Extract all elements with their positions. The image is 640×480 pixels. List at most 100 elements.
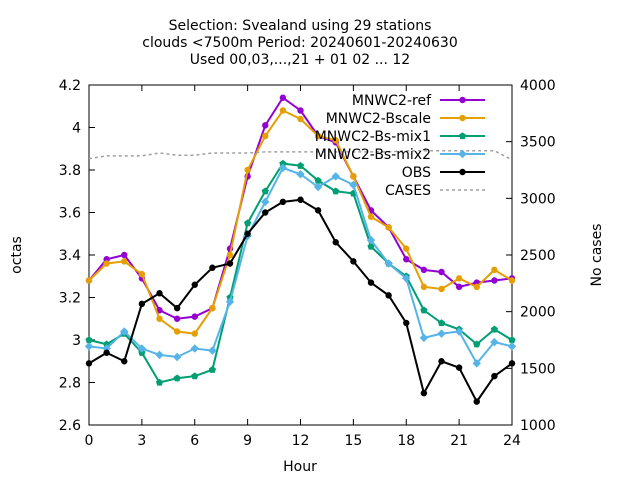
x-tick-label: 15	[344, 433, 362, 449]
data-point	[262, 132, 269, 140]
data-point	[226, 251, 234, 259]
data-point	[490, 337, 499, 347]
data-point	[454, 327, 464, 336]
data-point	[472, 359, 481, 368]
legend-label: MNWC2-ref	[352, 93, 432, 109]
legend-label: MNWC2-Bs-mix2	[315, 147, 431, 163]
data-point	[85, 336, 93, 344]
data-point	[297, 115, 304, 123]
data-point	[208, 365, 216, 373]
series-mnwc2-bs-mix2	[84, 163, 517, 368]
data-point	[138, 270, 146, 278]
data-point	[155, 378, 164, 386]
data-point	[121, 251, 128, 259]
y-tick-label: 3.2	[59, 291, 81, 307]
data-point	[103, 260, 110, 267]
x-tick-label: 3	[137, 433, 146, 449]
data-point	[473, 340, 481, 348]
data-point	[455, 283, 463, 291]
x-tick-label: 21	[450, 433, 468, 449]
y2-tick-label: 1500	[520, 361, 556, 377]
data-point	[244, 219, 252, 227]
data-point	[350, 173, 357, 180]
data-point	[262, 122, 269, 129]
data-point	[420, 389, 428, 397]
data-point	[191, 281, 198, 288]
data-point	[508, 277, 516, 284]
x-tick-label: 0	[85, 433, 94, 449]
x-axis-label: Hour	[283, 459, 317, 475]
data-point	[173, 315, 181, 322]
data-point	[385, 224, 392, 231]
data-point	[349, 180, 358, 190]
data-point	[403, 319, 410, 327]
data-point	[491, 372, 498, 380]
y2-tick-label: 3500	[520, 135, 556, 151]
y2-axis-label: No cases	[589, 224, 605, 287]
data-point	[191, 330, 198, 337]
title-line-1: Selection: Svealand using 29 stations	[169, 18, 432, 34]
series-line	[88, 162, 513, 384]
data-point	[120, 327, 129, 336]
data-point	[384, 259, 393, 268]
y2-tick-label: 2500	[520, 248, 556, 264]
data-point	[261, 187, 269, 195]
y2-tick-label: 1000	[520, 418, 556, 434]
data-point	[103, 349, 110, 356]
data-point	[225, 297, 235, 306]
x-tick-label: 18	[397, 433, 415, 449]
data-point	[208, 346, 217, 355]
data-point	[455, 275, 463, 282]
data-point	[366, 235, 376, 245]
legend-label: OBS	[402, 165, 431, 181]
series-cases	[88, 149, 513, 161]
data-point	[279, 94, 287, 101]
data-point	[226, 260, 234, 267]
data-point	[419, 333, 429, 343]
data-point	[332, 239, 339, 246]
data-point	[137, 344, 147, 353]
data-point	[331, 172, 340, 181]
data-point	[438, 268, 445, 276]
series-line	[88, 109, 513, 335]
data-point	[473, 283, 480, 291]
data-point	[209, 304, 216, 312]
y-tick-label: 3.4	[59, 248, 81, 264]
data-point	[402, 274, 411, 283]
y-tick-label: 3.6	[59, 206, 81, 222]
data-point	[297, 107, 304, 114]
data-point	[156, 290, 163, 297]
data-point	[296, 170, 305, 179]
data-point	[420, 266, 428, 274]
data-point	[367, 213, 375, 220]
data-point	[438, 358, 445, 365]
data-point	[191, 313, 198, 320]
series-mnwc2-ref	[85, 94, 516, 322]
y-tick-label: 2.8	[59, 376, 81, 392]
data-point	[438, 285, 445, 293]
x-axis: 0 3 6 9 12 15 18 21 24	[85, 85, 521, 449]
x-tick-label: 6	[190, 433, 199, 449]
data-point	[172, 352, 182, 362]
data-point	[455, 364, 463, 371]
data-point	[156, 315, 163, 322]
series-obs	[85, 196, 516, 405]
data-point	[314, 207, 322, 214]
series-mnwc2-bs-mix1	[85, 159, 516, 386]
y-tick-label: 3	[72, 333, 81, 349]
data-point	[209, 264, 216, 271]
data-point	[261, 197, 270, 207]
title-line-3: Used 00,03,...,21 + 01 02 ... 12	[190, 52, 410, 68]
data-point	[279, 107, 287, 114]
chart-title: Selection: Svealand using 29 stations cl…	[142, 18, 458, 68]
y-axis-label: octas	[9, 236, 25, 274]
data-point	[491, 266, 498, 274]
data-point	[262, 209, 269, 216]
series-line	[88, 149, 513, 161]
data-point	[190, 344, 199, 353]
x-tick-label: 24	[503, 433, 521, 449]
x-tick-label: 12	[292, 433, 310, 449]
data-point	[332, 187, 340, 195]
data-point	[437, 329, 446, 338]
data-point	[244, 230, 251, 237]
